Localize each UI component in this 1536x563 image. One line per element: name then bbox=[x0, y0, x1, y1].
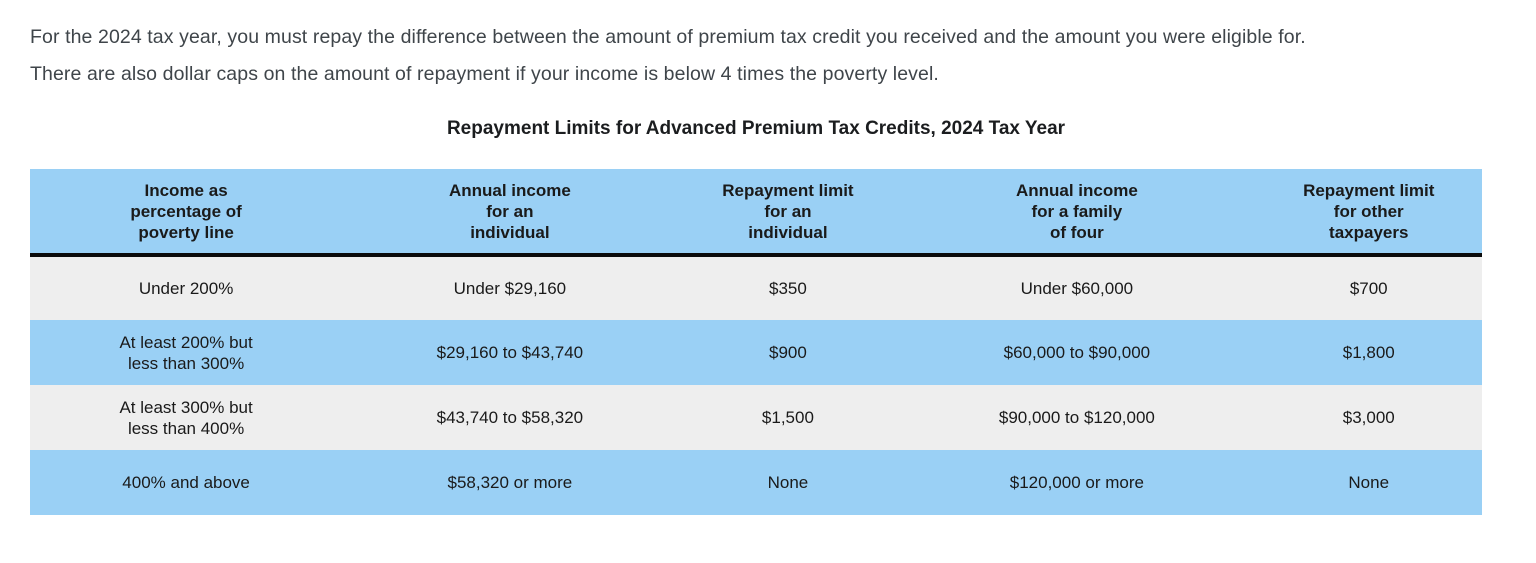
table-body: Under 200% Under $29,160 $350 Under $60,… bbox=[30, 255, 1482, 515]
cell-individual-income: $43,740 to $58,320 bbox=[436, 408, 584, 427]
column-header-family-income: Annual income for a family of four bbox=[898, 169, 1256, 257]
cell-other-repayment-limit: $1,800 bbox=[1342, 343, 1395, 362]
table-title: Repayment Limits for Advanced Premium Ta… bbox=[446, 118, 1066, 139]
cell-individual-repayment-limit: None bbox=[767, 473, 809, 492]
table-row-300-to-400: At least 300% but less than 400% $43,740… bbox=[30, 385, 1482, 450]
cell-poverty-percentage: At least 300% but less than 400% bbox=[119, 397, 253, 438]
header-row: Income as percentage of poverty line Ann… bbox=[30, 169, 1482, 257]
column-header-other-repayment-limit: Repayment limit for other taxpayers bbox=[1255, 169, 1482, 257]
cell-poverty-percentage: At least 200% but less than 300% bbox=[119, 332, 253, 373]
cell-individual-income: $58,320 or more bbox=[447, 473, 573, 492]
cell-individual-repayment-limit: $350 bbox=[769, 279, 807, 298]
cell-poverty-percentage: 400% and above bbox=[122, 473, 250, 492]
cell-family-income: $60,000 to $90,000 bbox=[1003, 343, 1151, 362]
repayment-limits-table: Income as percentage of poverty line Ann… bbox=[30, 169, 1482, 515]
cell-poverty-percentage: Under 200% bbox=[138, 279, 234, 298]
cell-family-income: Under $60,000 bbox=[1020, 279, 1134, 298]
cell-individual-repayment-limit: $1,500 bbox=[761, 408, 814, 427]
intro-line-2: There are also dollar caps on the amount… bbox=[30, 63, 939, 85]
table-row-under-200: Under 200% Under $29,160 $350 Under $60,… bbox=[30, 255, 1482, 320]
column-header-individual-repayment-limit: Repayment limit for an individual bbox=[677, 169, 899, 257]
cell-other-repayment-limit: None bbox=[1348, 473, 1390, 492]
cell-family-income: $90,000 to $120,000 bbox=[998, 408, 1155, 427]
table-header: Income as percentage of poverty line Ann… bbox=[30, 169, 1482, 257]
cell-other-repayment-limit: $3,000 bbox=[1342, 408, 1395, 427]
cell-other-repayment-limit: $700 bbox=[1349, 279, 1388, 298]
column-header-poverty-percentage: Income as percentage of poverty line bbox=[30, 169, 343, 257]
cell-individual-income: $29,160 to $43,740 bbox=[436, 343, 584, 362]
content-area: For the 2024 tax year, you must repay th… bbox=[30, 0, 1482, 515]
table-row-400-and-above: 400% and above $58,320 or more None $120… bbox=[30, 450, 1482, 515]
column-header-individual-income: Annual income for an individual bbox=[342, 169, 678, 257]
intro-line-1: For the 2024 tax year, you must repay th… bbox=[30, 26, 1306, 48]
intro-paragraph: For the 2024 tax year, you must repay th… bbox=[30, 0, 1482, 93]
table-row-200-to-300: At least 200% but less than 300% $29,160… bbox=[30, 320, 1482, 385]
cell-individual-repayment-limit: $900 bbox=[769, 343, 807, 362]
cell-individual-income: Under $29,160 bbox=[453, 279, 567, 298]
cell-family-income: $120,000 or more bbox=[1009, 473, 1144, 492]
